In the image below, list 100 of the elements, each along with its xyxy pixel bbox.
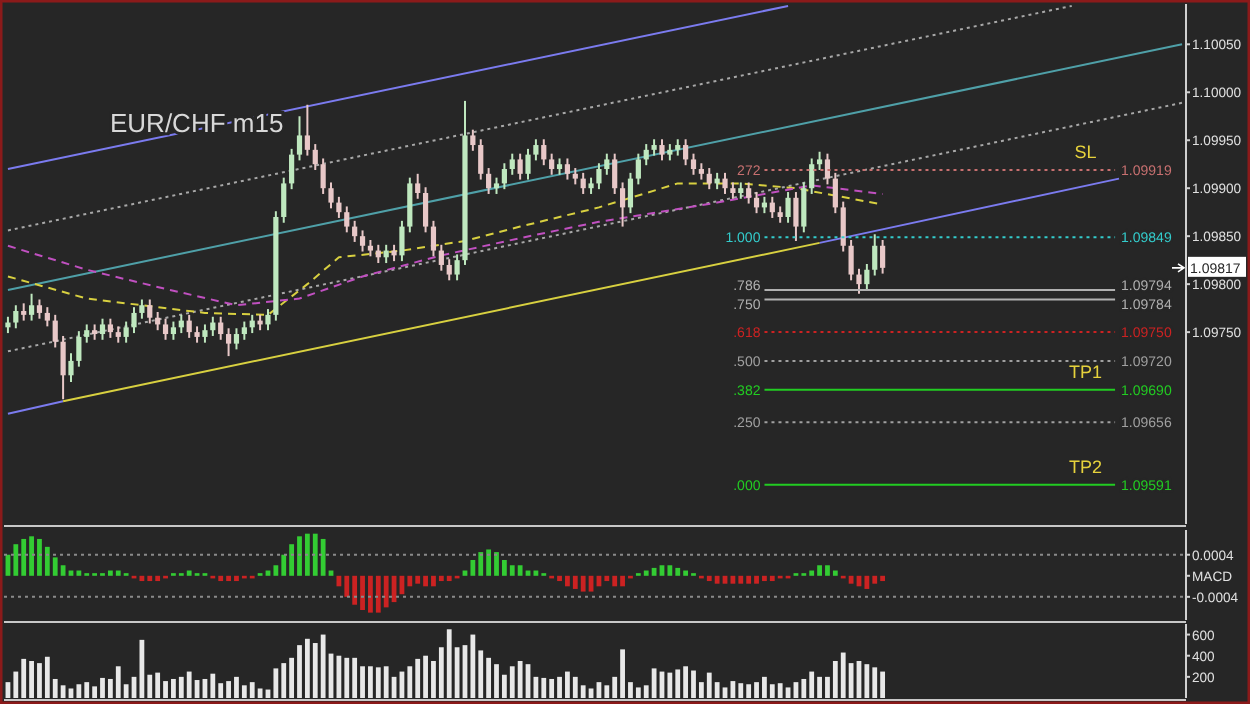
candlestick (501, 162, 507, 191)
candlestick (525, 147, 531, 181)
bar (754, 575, 759, 584)
bar (864, 575, 870, 589)
bar (21, 658, 27, 698)
candlestick (446, 258, 452, 282)
bar (281, 663, 287, 698)
bar (880, 575, 886, 582)
bar (651, 567, 657, 576)
bar (415, 658, 421, 698)
candlestick (706, 167, 712, 191)
candlestick (769, 195, 775, 219)
candlestick (580, 171, 586, 195)
candlestick (635, 152, 641, 186)
bar (234, 575, 239, 582)
bar (431, 575, 436, 587)
bar (604, 685, 610, 698)
candlestick (824, 152, 831, 186)
candlestick (856, 267, 862, 295)
bar (517, 661, 523, 698)
candlestick (864, 263, 870, 291)
bar (706, 575, 712, 582)
candlestick (509, 152, 515, 176)
bar (273, 668, 279, 698)
candlestick (517, 152, 523, 181)
bar (344, 657, 350, 698)
bar (368, 666, 373, 698)
bar (13, 544, 19, 576)
bar (557, 676, 562, 698)
bar (517, 565, 523, 576)
candlestick (801, 181, 807, 234)
bar (572, 575, 578, 589)
annotation: TP1 (1069, 361, 1103, 382)
bar (762, 676, 767, 698)
bar (754, 682, 759, 698)
bar (565, 575, 570, 587)
candlestick (872, 233, 878, 277)
bar (620, 649, 625, 698)
bar (446, 575, 452, 582)
bar (249, 682, 255, 698)
bar (320, 538, 326, 576)
bar (407, 575, 413, 587)
candlestick (336, 195, 342, 219)
candlestick (549, 152, 555, 176)
candlestick (454, 253, 460, 282)
candlestick (840, 200, 846, 253)
bar (446, 629, 452, 698)
bar (683, 666, 689, 698)
candlestick (564, 157, 571, 181)
bar (683, 570, 689, 576)
candlestick (596, 162, 602, 191)
candlestick (281, 176, 287, 224)
bar (29, 536, 34, 576)
bar (44, 546, 50, 576)
candlestick (123, 320, 129, 344)
bar (415, 575, 421, 584)
candlestick (186, 313, 192, 339)
bar (801, 678, 807, 698)
candlestick (202, 323, 208, 344)
candlestick (430, 219, 437, 258)
candlestick (76, 330, 82, 368)
bar (171, 678, 176, 698)
bar (769, 684, 775, 698)
candlestick (139, 298, 145, 320)
candlestick (13, 304, 19, 330)
bar (470, 634, 476, 698)
candlestick (690, 152, 697, 176)
bar (234, 676, 239, 698)
candlestick (470, 128, 476, 152)
candlestick (832, 171, 838, 215)
bar (549, 678, 555, 698)
candlestick (147, 298, 153, 325)
bar (565, 671, 570, 698)
candlestick (344, 205, 350, 234)
candlestick (793, 191, 799, 242)
bar (762, 575, 767, 582)
candlestick (131, 306, 137, 335)
candlestick (312, 143, 318, 171)
bar (423, 655, 428, 698)
bar (714, 575, 720, 584)
bar (257, 688, 263, 698)
bar (312, 643, 318, 698)
bar (509, 565, 515, 576)
bar (155, 575, 161, 582)
candlestick (225, 327, 232, 358)
bar (438, 575, 444, 582)
bar (880, 671, 886, 698)
bar (746, 575, 752, 584)
bar (691, 670, 696, 698)
bar (667, 565, 673, 576)
bar (738, 575, 744, 584)
bar (375, 575, 381, 613)
bar (100, 677, 105, 698)
candlestick (438, 243, 444, 272)
bar (840, 652, 846, 698)
bar (186, 671, 192, 698)
candlestick (68, 352, 74, 384)
candlestick (533, 138, 539, 162)
bar (383, 575, 389, 608)
bar (817, 565, 822, 576)
